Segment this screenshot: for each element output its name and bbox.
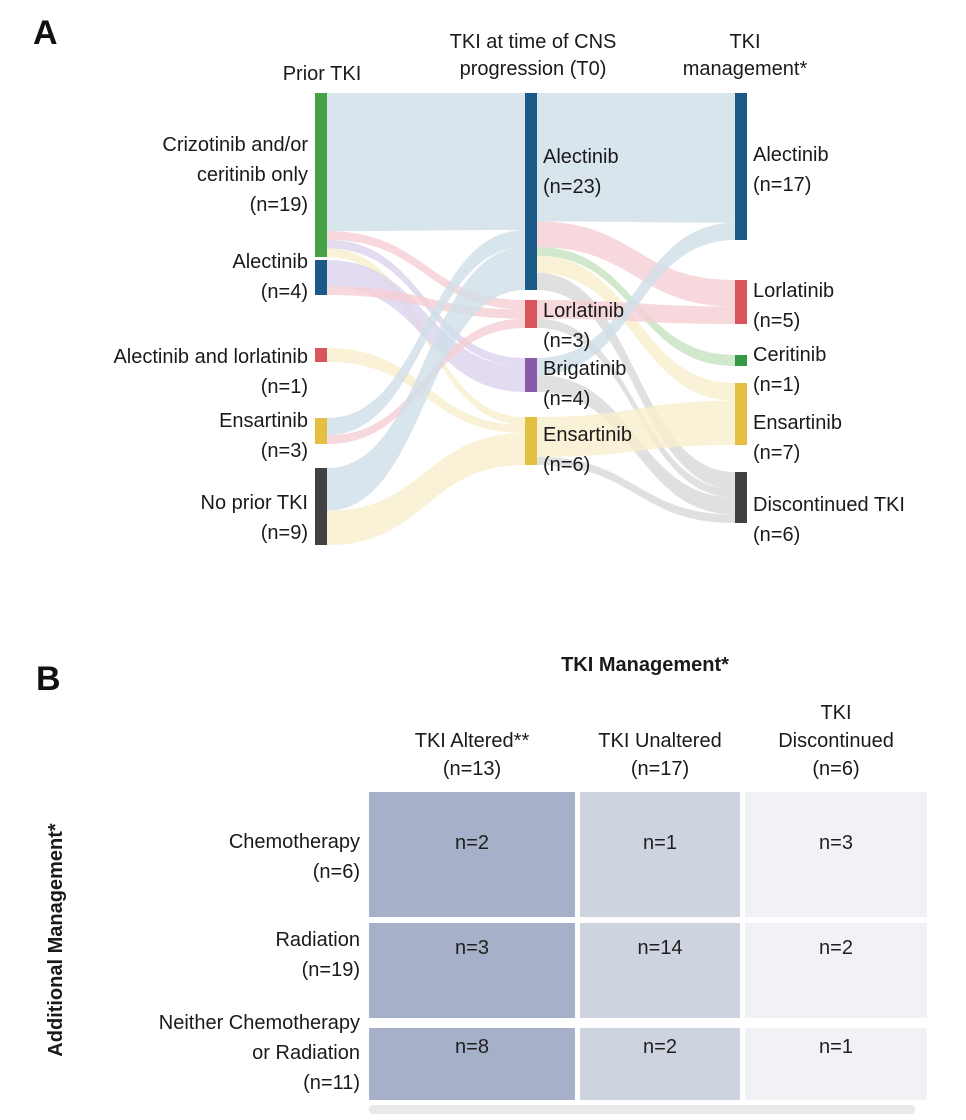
- sankey-flow-p_criz-t_alec: [327, 93, 525, 232]
- table-cell-2-0: n=8: [369, 1028, 575, 1100]
- table-column-header-0: TKI Altered** (n=13): [414, 730, 530, 780]
- table-cell-0-0: n=2: [369, 792, 575, 917]
- sankey-node-label-m_disc: Discontinued TKI (n=6): [753, 494, 905, 546]
- sankey-column-header-tki-management: TKI management*: [682, 31, 808, 80]
- sankey-node-p_ensa: [315, 418, 327, 444]
- table-column-header-1: TKI Unaltered (n=17): [598, 730, 722, 780]
- table-row-header-2: Neither Chemotherapy or Radiation (n=11): [158, 1012, 360, 1094]
- sankey-node-label-m_lorl: Lorlatinib (n=5): [753, 280, 835, 332]
- additional-management-axis-label: Additional Management*: [45, 823, 67, 1057]
- sankey-node-label-t_alec: Alectinib (n=23): [543, 146, 619, 198]
- table-cell-2-1: n=2: [580, 1028, 740, 1100]
- sankey-node-p_allor: [315, 348, 327, 362]
- sankey-node-p_alec: [315, 260, 327, 295]
- sankey-diagram: [315, 93, 747, 545]
- sankey-flow-p_none-t_alec: [327, 247, 525, 511]
- sankey-node-label-p_ensa: Ensartinib (n=3): [219, 410, 308, 462]
- sankey-node-label-p_criz: Crizotinib and/or ceritinib only (n=19): [162, 134, 308, 216]
- sankey-node-label-m_ceri: Ceritinib (n=1): [753, 344, 827, 396]
- sankey-node-p_criz: [315, 93, 327, 257]
- sankey-column-header-prior-tki: Prior TKI: [282, 63, 362, 85]
- sankey-node-label-t_brig: Brigatinib (n=4): [543, 358, 627, 410]
- sankey-flow-t_ensa-m_ensa: [537, 400, 735, 457]
- sankey-flow-t_lorl-m_disc: [537, 318, 735, 498]
- table-row-header-0: Chemotherapy (n=6): [228, 831, 360, 883]
- sankey-flow-p_ensa-t_alec: [327, 230, 525, 436]
- sankey-flow-t_alec-m_alec: [537, 93, 735, 223]
- sankey-column-header-tki-at-t0: TKI at time of CNS progression (T0): [449, 31, 617, 80]
- sankey-flow-t_alec-m_ensa: [537, 255, 735, 401]
- table-cell-0-1: n=1: [580, 792, 740, 917]
- sankey-flow-p_none-t_ensa: [327, 433, 525, 545]
- panel-b-label: B: [36, 660, 61, 698]
- sankey-node-label-t_lorl: Lorlatinib (n=3): [543, 300, 625, 352]
- sankey-node-label-p_none: No prior TKI (n=9): [200, 492, 308, 544]
- sankey-node-label-p_allor: Alectinib and lorlatinib (n=1): [113, 346, 308, 398]
- sankey-flow-t_alec-m_lorl: [537, 221, 735, 307]
- sankey-node-p_none: [315, 468, 327, 545]
- sankey-flow-p_criz-t_lorl: [327, 231, 525, 310]
- sankey-flow-t_brig-m_alec: [537, 222, 735, 375]
- sankey-node-t_ensa: [525, 417, 537, 465]
- sankey-node-m_alec: [735, 93, 747, 240]
- sankey-flow-t_ensa-m_disc: [537, 457, 735, 523]
- sankey-node-t_brig: [525, 358, 537, 392]
- table-cell-2-2: n=1: [745, 1028, 927, 1100]
- table-column-header-2: TKI Discontinued (n=6): [778, 702, 894, 780]
- table-cell-0-2: n=3: [745, 792, 927, 917]
- sankey-node-m_ceri: [735, 355, 747, 366]
- sankey-flow-t_alec-m_disc: [537, 272, 735, 489]
- sankey-flow-t_lorl-m_lorl: [537, 300, 735, 324]
- sankey-node-label-t_ensa: Ensartinib (n=6): [543, 424, 632, 476]
- table-title: TKI Management*: [561, 654, 729, 676]
- sankey-node-m_ensa: [735, 383, 747, 445]
- sankey-node-label-m_alec: Alectinib (n=17): [753, 144, 829, 196]
- table-cell-1-2: n=2: [745, 923, 927, 1018]
- sankey-node-label-p_alec: Alectinib (n=4): [232, 251, 308, 303]
- sankey-node-m_lorl: [735, 280, 747, 324]
- sankey-node-label-m_ensa: Ensartinib (n=7): [753, 412, 842, 464]
- table-row-header-1: Radiation (n=19): [275, 929, 360, 981]
- table-bottom-shadow-bar: [369, 1105, 915, 1114]
- table-cell-1-1: n=14: [580, 923, 740, 1018]
- sankey-node-m_disc: [735, 472, 747, 523]
- table-cell-1-0: n=3: [369, 923, 575, 1018]
- sankey-node-t_lorl: [525, 300, 537, 328]
- panel-a-label: A: [33, 14, 58, 52]
- sankey-node-t_alec: [525, 93, 537, 290]
